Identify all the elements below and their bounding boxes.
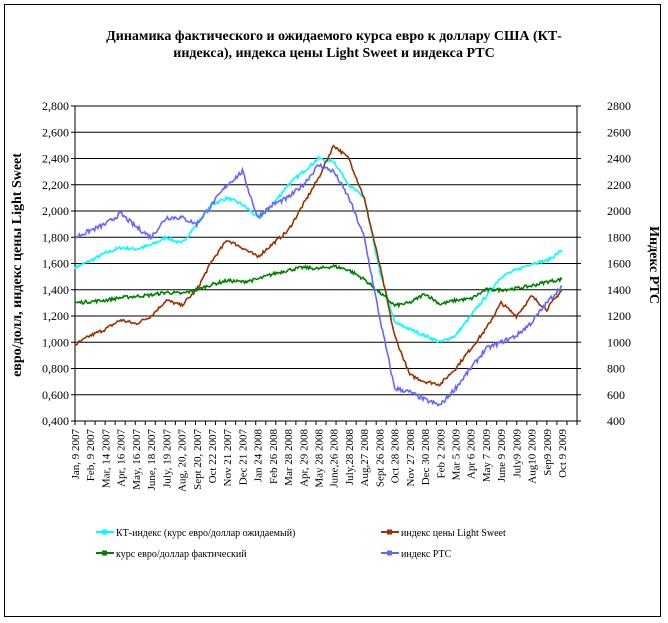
x-tick-label: May, 16 2007: [131, 429, 143, 490]
x-tick-label: June,26 2008: [329, 429, 341, 488]
y-axis-label-left: евро/долл, индекс цены Light Sweet: [10, 153, 25, 377]
left-tick-label: 1,800: [42, 230, 69, 244]
legend-marker: [102, 550, 107, 556]
series-line-2: [74, 263, 563, 309]
x-tick-label: July, 19 2007: [161, 429, 173, 488]
x-tick-label: Jan, 9 2007: [70, 429, 82, 480]
x-tick-label: May 28 2008: [314, 429, 326, 488]
left-tick-label: 2,400: [42, 152, 69, 166]
x-tick-label: Apr, 16 2007: [116, 429, 128, 487]
right-tick-label: 2800: [607, 99, 631, 113]
x-tick-label: Mar 5 2009: [450, 429, 462, 481]
legend-label: КТ-индекс (курс евро/доллар ожидаемый): [116, 528, 295, 539]
legend-marker: [102, 529, 107, 535]
series-line-3: [74, 162, 563, 407]
x-tick-label: Apr 6 2009: [466, 429, 478, 480]
legend-label: курс евро/доллар фактический: [116, 549, 247, 560]
x-tick-label: Nov 21 2007: [222, 429, 234, 487]
x-tick-label: June 9 2009: [496, 429, 508, 483]
x-tick-label: June, 18 2007: [146, 429, 158, 491]
x-tick-label: July,28 2008: [344, 429, 356, 486]
legend-label: индекс РТС: [401, 549, 452, 560]
right-tick-label: 2600: [607, 125, 631, 139]
x-tick-labels: Jan, 9 2007 Feb, 9 2007 Mar, 14 2007 Apr, 1…: [70, 429, 569, 492]
right-tick-label: 800: [607, 362, 625, 376]
x-tick-label: Sept 26 2008: [374, 429, 386, 488]
legend-marker: [387, 550, 392, 556]
left-tick-label: 0,400: [42, 414, 69, 428]
left-tick-label: 2,600: [42, 125, 69, 139]
right-tick-label: 2400: [607, 152, 631, 166]
series-lines: [74, 144, 563, 407]
x-tick-label: Mar 28 2008: [283, 429, 295, 486]
grid: [75, 105, 577, 422]
left-tick-label: 2,800: [42, 99, 69, 113]
y-axis-label-right: Индекс РТС: [646, 226, 661, 304]
right-tick-label: 1200: [607, 309, 631, 323]
right-tick-label: 1600: [607, 257, 631, 271]
left-tick-label: 2,000: [42, 204, 69, 218]
x-tick-label: Nov 27 2008: [405, 429, 417, 487]
x-tick-label: Dec 21 2007: [237, 429, 249, 486]
series-line-0: [74, 155, 563, 344]
x-tick-label: Feb 2 2009: [435, 429, 447, 479]
series-line-1: [74, 144, 563, 387]
right-tick-label: 2000: [607, 204, 631, 218]
left-tick-label: 0,800: [42, 362, 69, 376]
x-tick-label: Mar, 14 2007: [100, 429, 112, 489]
right-tick-label: 1400: [607, 283, 631, 297]
x-tick-label: July9 2009: [511, 429, 523, 478]
legend-marker: [387, 529, 392, 535]
x-tick-label: Feb, 9 2007: [85, 429, 97, 482]
right-tick-label: 400: [607, 414, 625, 428]
left-tick-label: 1,200: [42, 309, 69, 323]
left-tick-labels: 0,400 0,600 0,800 1,000 1,200 1,400 1,600 1,800…: [42, 99, 69, 428]
right-tick-label: 2200: [607, 178, 631, 192]
x-tick-label: Apr, 29 2008: [298, 429, 310, 487]
right-tick-labels: 400 600 800 1000 1200 1400 1600 1800 2000 2200 240…: [607, 99, 631, 428]
left-tick-label: 1,000: [42, 335, 69, 349]
chart-title-line1: Динамика фактического и ожидаемого курса…: [106, 29, 562, 44]
x-tick-label: Jan 24 2008: [253, 429, 265, 483]
chart-title-line2: индекса), индекса цены Light Sweet и инд…: [173, 46, 494, 61]
x-tick-label: Aug10 2009: [527, 429, 539, 484]
x-tick-label: Oct 22 2007: [207, 429, 219, 484]
right-tick-label: 1800: [607, 230, 631, 244]
x-tick-label: Dec 30 2008: [420, 429, 432, 486]
left-tick-label: 1,400: [42, 283, 69, 297]
left-tick-label: 0,600: [42, 388, 69, 402]
left-tick-label: 1,600: [42, 257, 69, 271]
x-tick-label: Feb 26 2008: [268, 429, 280, 485]
x-tick-label: Oct 9 2009: [557, 429, 569, 478]
x-tick-label: Aug,27 2008: [359, 429, 371, 487]
right-tick-label: 600: [607, 388, 625, 402]
left-tick-label: 2,200: [42, 178, 69, 192]
legend-label: индекс цены Light Sweet: [401, 528, 506, 539]
x-tick-label: May 7 2009: [481, 429, 493, 483]
right-tick-label: 1000: [607, 335, 631, 349]
legend: КТ-индекс (курс евро/доллар ожидаемый) ин…: [96, 528, 506, 560]
x-tick-label: Sept 20, 2007: [192, 429, 204, 490]
x-tick-label: Aug, 20, 2007: [177, 429, 189, 492]
x-tick-label: Sep9 2009: [542, 429, 554, 476]
axes: [71, 105, 581, 425]
x-tick-label: Oct 28 2008: [390, 429, 402, 484]
